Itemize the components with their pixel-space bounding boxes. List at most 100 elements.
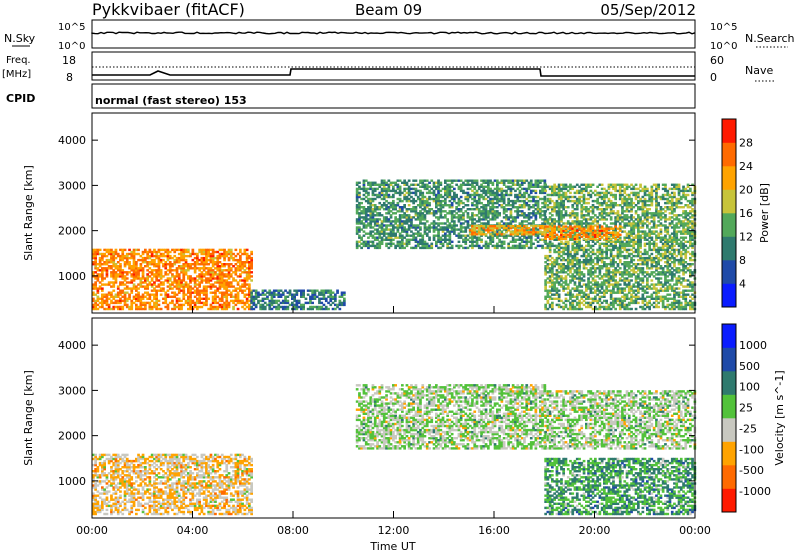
power-cell xyxy=(205,271,208,274)
power-cell xyxy=(214,289,217,292)
power-cell xyxy=(412,206,415,209)
power-cell xyxy=(571,214,575,217)
power-cell xyxy=(444,236,447,239)
power-cell xyxy=(466,216,470,219)
power-cell xyxy=(596,263,599,266)
power-cell xyxy=(293,297,296,300)
power-cell xyxy=(135,287,138,290)
power-cell xyxy=(216,279,220,282)
power-cell xyxy=(544,289,547,292)
power-cell xyxy=(121,281,125,284)
power-cell xyxy=(473,197,477,201)
power-cell xyxy=(448,226,452,229)
power-cell xyxy=(444,197,447,201)
power-cell xyxy=(105,303,109,307)
power-cell xyxy=(137,305,140,309)
power-cell xyxy=(516,214,520,217)
power-cell xyxy=(425,246,429,250)
power-cell xyxy=(569,222,572,225)
power-cell xyxy=(184,258,188,262)
power-cell xyxy=(455,195,458,199)
power-cell xyxy=(101,279,104,282)
power-cell xyxy=(614,193,617,197)
power-cell xyxy=(616,214,620,217)
power-cell xyxy=(578,185,581,188)
power-cell xyxy=(578,289,581,292)
power-cell xyxy=(153,263,156,266)
power-cell xyxy=(412,191,415,195)
power-cell xyxy=(632,269,636,272)
power-cell xyxy=(243,283,247,286)
power-cell xyxy=(245,279,249,282)
power-cell xyxy=(182,271,186,274)
power-cell xyxy=(358,230,361,233)
power-cell xyxy=(369,210,373,213)
power-cell xyxy=(159,269,163,272)
power-cell xyxy=(578,279,581,282)
power-cell xyxy=(630,201,633,205)
power-cell xyxy=(205,285,208,288)
power-cell xyxy=(553,218,556,221)
power-cell xyxy=(423,206,427,209)
power-cell xyxy=(239,273,242,276)
power-cell xyxy=(398,191,402,195)
power-cell xyxy=(585,197,588,201)
power-cell xyxy=(439,208,443,211)
power-cell xyxy=(560,224,563,227)
power-cell xyxy=(520,240,524,243)
power-cell xyxy=(596,185,599,188)
power-cell xyxy=(387,206,391,209)
power-cell xyxy=(311,291,314,294)
power-cell xyxy=(128,267,131,270)
power-cell xyxy=(430,197,434,201)
power-cell xyxy=(560,271,563,274)
power-cell xyxy=(410,222,413,225)
power-cell xyxy=(425,187,429,191)
power-cell xyxy=(144,248,147,252)
power-cell xyxy=(487,199,490,203)
power-cell xyxy=(446,226,449,229)
power-cell xyxy=(189,293,192,296)
power-cell xyxy=(578,293,581,296)
power-cell xyxy=(171,263,174,266)
power-cell xyxy=(471,179,474,182)
power-cell xyxy=(191,279,195,282)
power-cell xyxy=(498,240,501,243)
power-cell xyxy=(209,271,213,274)
power-cell xyxy=(114,273,118,276)
power-cell xyxy=(92,297,95,300)
power-cell xyxy=(591,212,595,215)
power-cell xyxy=(562,289,565,292)
power-cell xyxy=(358,201,361,205)
power-cell xyxy=(435,210,438,213)
power-cell xyxy=(589,256,593,260)
power-cell xyxy=(600,291,604,294)
power-cell xyxy=(532,189,535,193)
power-cell xyxy=(410,220,413,223)
power-cell xyxy=(180,269,183,272)
power-cell xyxy=(209,285,213,288)
power-cell xyxy=(320,293,324,296)
power-cell xyxy=(466,212,470,215)
power-cell xyxy=(477,244,481,248)
power-cell xyxy=(539,231,542,234)
power-cell xyxy=(564,210,568,213)
power-cell xyxy=(92,287,95,290)
power-cell xyxy=(468,218,472,221)
power-cell xyxy=(605,189,608,193)
power-cell xyxy=(630,258,633,262)
power-cell xyxy=(580,246,584,250)
power-cell xyxy=(435,228,438,231)
power-cell xyxy=(548,267,552,270)
power-cell xyxy=(355,246,359,250)
power-cell xyxy=(223,265,226,268)
power-cell xyxy=(189,297,192,300)
power-cell xyxy=(446,220,449,223)
power-cell xyxy=(578,248,581,252)
power-cell xyxy=(358,206,361,209)
power-cell xyxy=(180,258,183,262)
power-cell xyxy=(202,250,206,254)
power-cell xyxy=(598,307,602,311)
power-cell xyxy=(130,287,134,290)
power-cell xyxy=(182,267,186,270)
